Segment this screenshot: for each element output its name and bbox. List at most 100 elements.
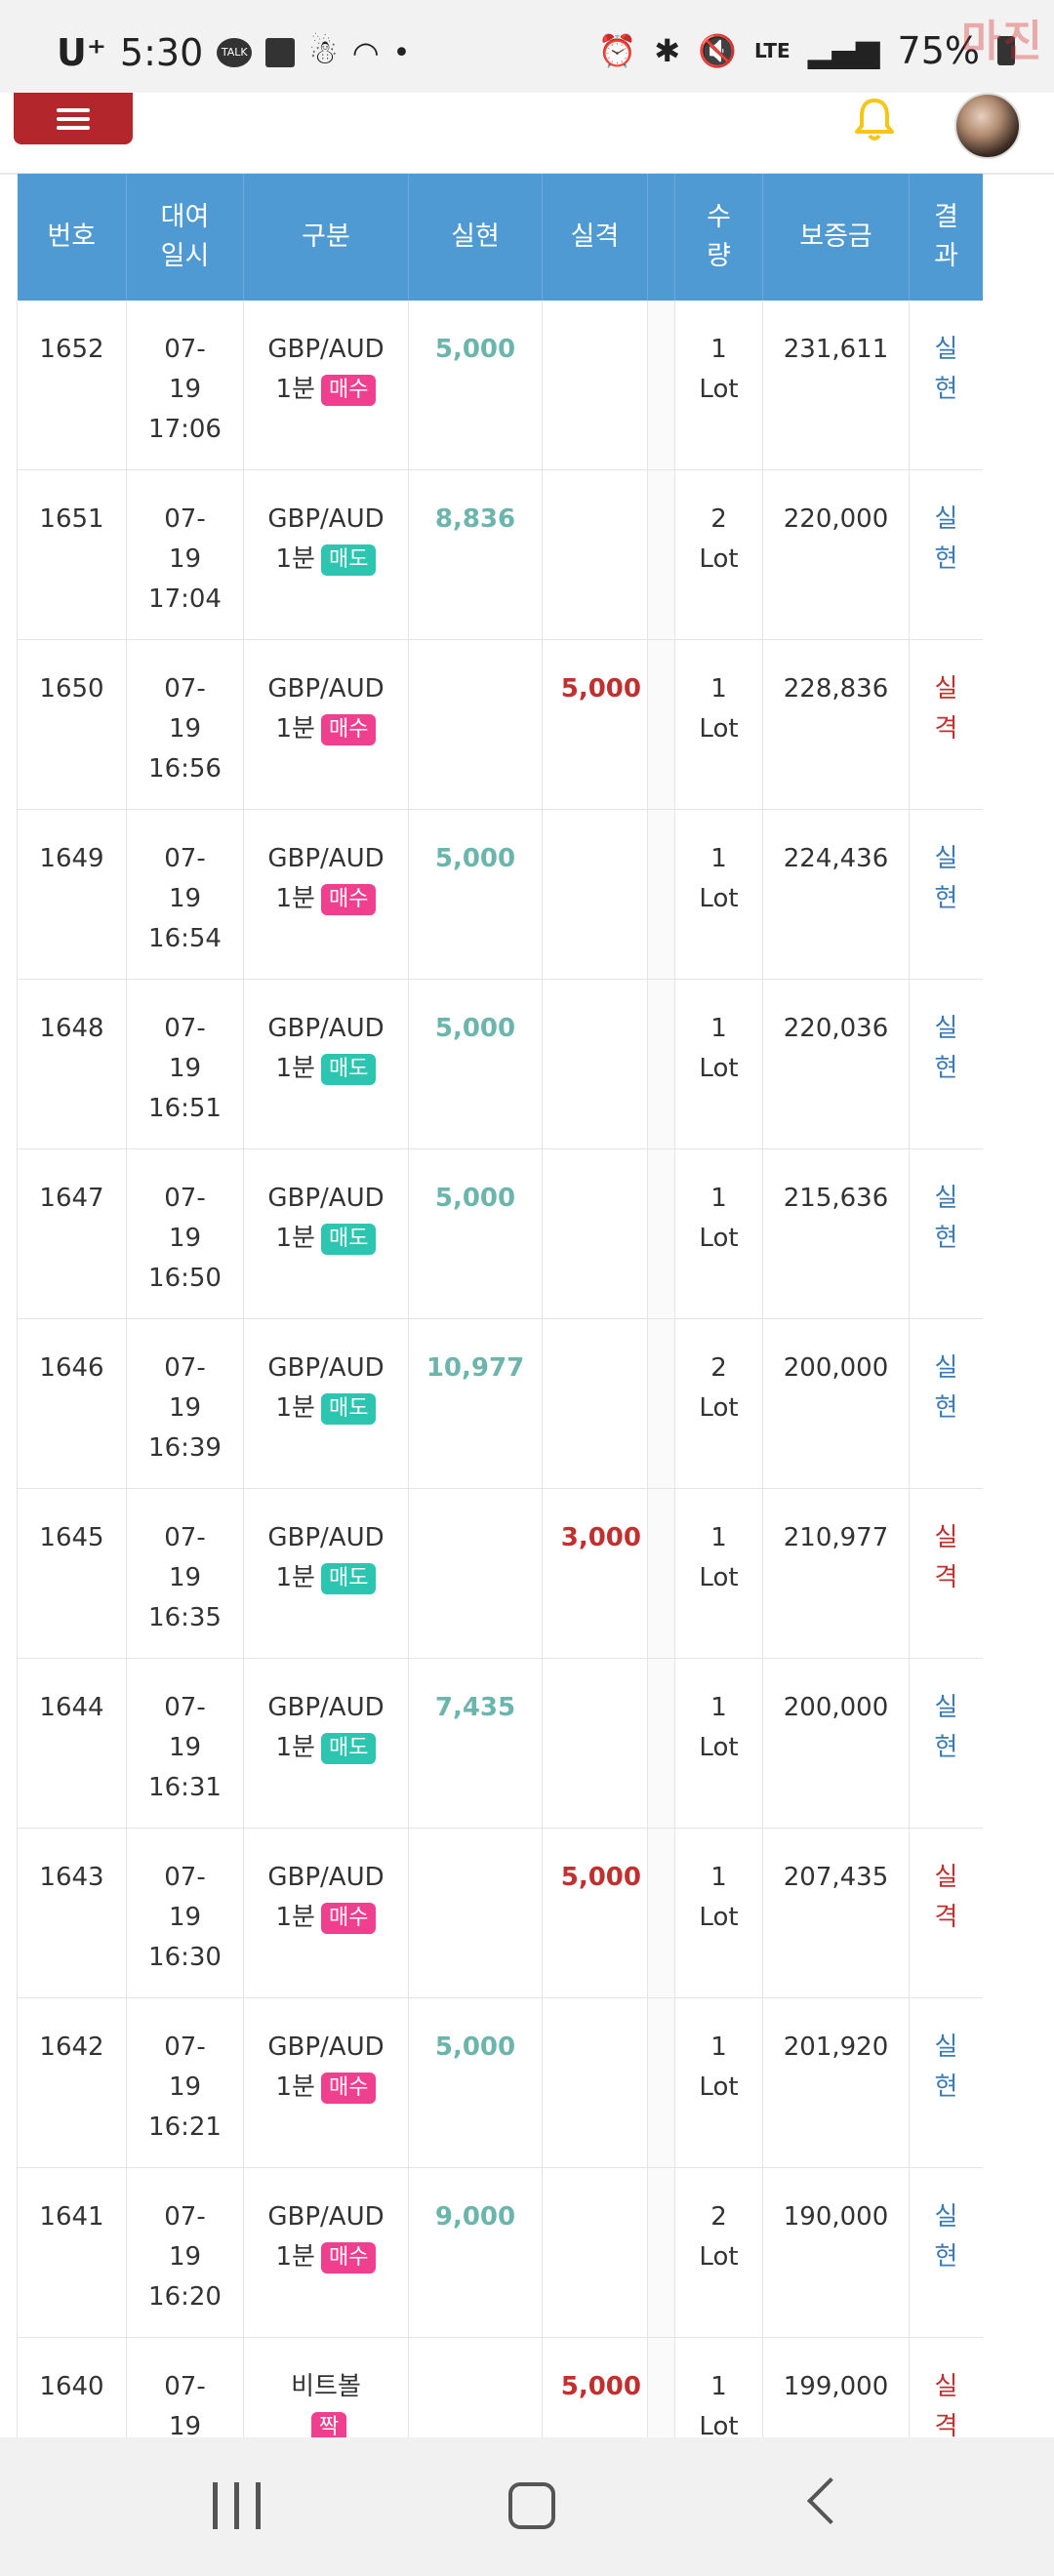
side-badge: 매수 bbox=[320, 883, 377, 915]
col-type: 구분 bbox=[243, 174, 409, 301]
date-time: 16:30 bbox=[148, 1943, 222, 1972]
table-row[interactable]: 1652 07- 19 17:06 GBP/AUD 1분 매수 5,000 1 Lot 231,61… bbox=[17, 301, 983, 470]
term-label: 1분 bbox=[275, 544, 315, 574]
cell-date: 07- 19 16:51 bbox=[126, 979, 244, 1149]
cell-gap bbox=[647, 1828, 675, 1998]
table-row[interactable]: 1651 07- 19 17:04 GBP/AUD 1분 매도 8,836 2 Lot 220,00… bbox=[17, 469, 983, 640]
date-month: 07- bbox=[164, 2202, 206, 2232]
table-row[interactable]: 1643 07- 19 16:30 GBP/AUD 1분 매수 5,000 1 Lot 207,43… bbox=[17, 1828, 983, 1998]
qty-unit: Lot bbox=[699, 2412, 739, 2437]
cell-no: 1647 bbox=[17, 1148, 127, 1319]
col-profit: 실현 bbox=[408, 174, 543, 301]
cell-profit: 10,977 bbox=[408, 1318, 543, 1489]
result-line1: 실 bbox=[934, 844, 958, 873]
cell-deposit: 201,920 bbox=[762, 1997, 910, 2168]
date-month: 07- bbox=[164, 674, 206, 704]
cell-type: GBP/AUD 1분 매도 bbox=[243, 1318, 409, 1489]
date-day: 19 bbox=[168, 2242, 202, 2272]
avatar[interactable] bbox=[954, 93, 1021, 159]
alarm-icon: ⏰ bbox=[597, 32, 637, 69]
bell-icon[interactable] bbox=[851, 95, 898, 143]
result-line2: 격 bbox=[934, 1563, 958, 1592]
col-result-line2: 과 bbox=[934, 241, 958, 271]
cell-type: GBP/AUD 1분 매수 bbox=[243, 1828, 409, 1998]
date-day: 19 bbox=[168, 1563, 202, 1592]
term-label: 1분 bbox=[275, 1054, 315, 1083]
pair-label: GBP/AUD bbox=[267, 2033, 385, 2062]
recent-apps-icon[interactable] bbox=[213, 2482, 262, 2529]
result-line2: 현 bbox=[934, 375, 958, 404]
result-line1: 실 bbox=[934, 1353, 958, 1383]
date-day: 19 bbox=[168, 1733, 202, 1762]
pair-label: GBP/AUD bbox=[267, 844, 385, 873]
qty-unit: Lot bbox=[699, 1733, 739, 1762]
cell-gap bbox=[647, 1488, 675, 1659]
side-badge: 매수 bbox=[320, 2241, 377, 2274]
result-line1: 실 bbox=[934, 2033, 958, 2062]
side-badge: 매도 bbox=[320, 1562, 377, 1594]
date-time: 17:06 bbox=[148, 415, 222, 444]
qty-value: 1 bbox=[710, 2372, 727, 2401]
date-time: 16:35 bbox=[148, 1603, 222, 1632]
cell-no: 1643 bbox=[17, 1828, 127, 1998]
cell-type: GBP/AUD 1분 매수 bbox=[243, 809, 409, 980]
qty-value: 1 bbox=[710, 2033, 727, 2062]
table-row[interactable]: 1641 07- 19 16:20 GBP/AUD 1분 매수 9,000 2 Lot 190,00… bbox=[17, 2167, 983, 2338]
result-line1: 실 bbox=[934, 335, 958, 364]
cell-profit: 8,836 bbox=[408, 469, 543, 640]
cell-deposit: 200,000 bbox=[762, 1658, 910, 1829]
cell-date: 07- 19 16:50 bbox=[126, 1148, 244, 1319]
cell-deposit: 190,000 bbox=[762, 2167, 910, 2338]
term-label: 1분 bbox=[275, 1224, 315, 1253]
qty-value: 1 bbox=[710, 1184, 727, 1213]
watermark-logo: 마진 bbox=[961, 17, 1044, 66]
result-line1: 실 bbox=[934, 1863, 958, 1892]
qty-value: 1 bbox=[710, 1523, 727, 1552]
cell-type: GBP/AUD 1분 매도 bbox=[243, 979, 409, 1149]
home-icon[interactable] bbox=[508, 2482, 555, 2529]
cell-deposit: 220,000 bbox=[762, 469, 910, 640]
date-day: 19 bbox=[168, 544, 202, 574]
result-line1: 실 bbox=[934, 2372, 958, 2401]
table-row[interactable]: 1644 07- 19 16:31 GBP/AUD 1분 매도 7,435 1 Lot 200,00… bbox=[17, 1658, 983, 1829]
table-row[interactable]: 1650 07- 19 16:56 GBP/AUD 1분 매수 5,000 1 Lot 228,83… bbox=[17, 639, 983, 810]
side-badge: 매도 bbox=[320, 1223, 377, 1255]
cell-gap bbox=[647, 1658, 675, 1829]
kakaotalk-icon: TALK bbox=[217, 38, 253, 67]
cell-qty: 1 Lot bbox=[674, 1997, 763, 2168]
term-label: 1분 bbox=[275, 884, 315, 913]
table-row[interactable]: 1648 07- 19 16:51 GBP/AUD 1분 매도 5,000 1 Lot 220,03… bbox=[17, 979, 983, 1149]
table-row[interactable]: 1649 07- 19 16:54 GBP/AUD 1분 매수 5,000 1 Lot 224,43… bbox=[17, 809, 983, 980]
table-row[interactable]: 1646 07- 19 16:39 GBP/AUD 1분 매도 10,977 2 Lot 200,0… bbox=[17, 1318, 983, 1489]
table-row[interactable]: 1645 07- 19 16:35 GBP/AUD 1분 매도 3,000 1 Lot 210,97… bbox=[17, 1488, 983, 1659]
menu-button[interactable] bbox=[14, 93, 133, 144]
pair-label: GBP/AUD bbox=[267, 1014, 385, 1043]
back-icon[interactable] bbox=[806, 2476, 855, 2525]
cell-type: 비트볼 짝 bbox=[243, 2337, 409, 2437]
table-row[interactable]: 1647 07- 19 16:50 GBP/AUD 1분 매도 5,000 1 Lot 215,63… bbox=[17, 1148, 983, 1319]
table-row[interactable]: 1642 07- 19 16:21 GBP/AUD 1분 매수 5,000 1 Lot 201,92… bbox=[17, 1997, 983, 2168]
pair-label: GBP/AUD bbox=[267, 1353, 385, 1383]
cell-type: GBP/AUD 1분 매도 bbox=[243, 1148, 409, 1319]
col-no: 번호 bbox=[17, 174, 127, 301]
cell-loss bbox=[542, 1658, 648, 1829]
pair-label: GBP/AUD bbox=[267, 2202, 385, 2232]
network-label: LTE bbox=[753, 39, 790, 62]
term-label: 1분 bbox=[275, 1733, 315, 1762]
result-line1: 실 bbox=[934, 674, 958, 704]
cell-qty: 1 Lot bbox=[674, 1488, 763, 1659]
date-month: 07- bbox=[164, 504, 206, 534]
cell-loss bbox=[542, 809, 648, 980]
result-line2: 격 bbox=[934, 714, 958, 744]
cell-deposit: 228,836 bbox=[762, 639, 910, 810]
cell-qty: 1 Lot bbox=[674, 2337, 763, 2437]
pair-label: GBP/AUD bbox=[267, 504, 385, 534]
